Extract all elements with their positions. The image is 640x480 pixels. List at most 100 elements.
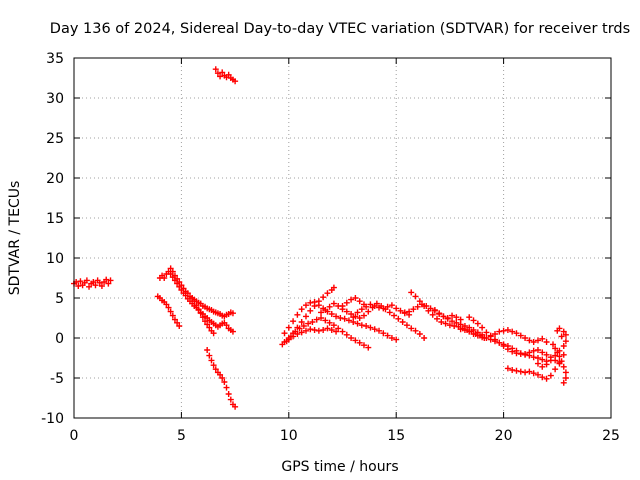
data-point <box>380 330 387 337</box>
data-point <box>167 271 174 277</box>
data-point <box>330 284 337 291</box>
data-point <box>560 343 567 349</box>
data-point <box>176 323 183 329</box>
data-point <box>509 367 516 373</box>
data-point <box>294 324 301 331</box>
data-point <box>522 351 529 358</box>
data-point <box>438 319 445 325</box>
data-point <box>318 309 325 316</box>
data-point <box>406 308 413 315</box>
data-point <box>562 331 569 338</box>
data-point <box>380 305 387 312</box>
data-point <box>401 310 408 317</box>
data-point <box>343 308 350 315</box>
data-point <box>202 318 209 325</box>
data-point <box>440 313 447 320</box>
data-point <box>474 320 481 327</box>
y-tick-label: 15 <box>46 211 64 227</box>
series-arc-20 <box>487 327 550 345</box>
data-point <box>504 346 511 353</box>
data-point <box>322 317 329 324</box>
data-point <box>496 328 503 335</box>
x-tick-label: 20 <box>495 428 513 444</box>
data-point <box>298 329 305 336</box>
data-point <box>307 326 314 333</box>
data-point <box>307 299 314 306</box>
data-point <box>356 339 363 346</box>
y-tick-label: 0 <box>55 331 64 347</box>
y-tick-labels: -10 -5 0 5 10 15 20 25 30 35 <box>41 51 64 427</box>
y-tick-label: 25 <box>46 131 64 147</box>
data-point <box>189 295 196 301</box>
series-arc-7 <box>212 66 239 85</box>
series-arc-1 <box>71 276 114 290</box>
x-tick-label: 0 <box>70 428 79 444</box>
data-point <box>444 315 451 322</box>
data-point <box>492 331 499 337</box>
data-point <box>543 361 550 368</box>
data-point <box>526 352 533 359</box>
data-point <box>522 369 529 376</box>
data-point <box>534 371 541 378</box>
data-point <box>191 298 198 305</box>
data-point <box>285 336 292 343</box>
data-point <box>539 335 546 342</box>
data-point <box>466 314 473 321</box>
data-point <box>335 325 342 332</box>
data-point <box>333 328 340 335</box>
data-point <box>487 332 494 339</box>
data-point <box>330 322 337 329</box>
data-point <box>562 369 569 376</box>
data-point <box>504 327 511 333</box>
data-point <box>307 307 314 314</box>
x-tick-label: 15 <box>387 428 405 444</box>
data-point <box>416 298 423 305</box>
series-arc-5 <box>189 295 217 337</box>
data-point <box>298 319 305 325</box>
data-point <box>492 336 499 343</box>
x-tick-label: 5 <box>177 428 186 444</box>
data-point <box>453 319 460 326</box>
data-point <box>530 347 537 354</box>
data-point <box>352 337 359 344</box>
data-point <box>313 316 320 323</box>
data-point <box>229 328 236 335</box>
data-point <box>552 352 559 359</box>
data-point <box>376 304 383 311</box>
data-point <box>290 333 297 340</box>
data-point <box>174 319 181 326</box>
data-point <box>302 313 309 320</box>
data-point <box>225 71 232 78</box>
data-point <box>547 372 554 379</box>
data-point <box>556 353 563 360</box>
data-point <box>105 280 112 287</box>
data-point <box>281 339 288 345</box>
data-point <box>197 310 204 317</box>
data-point <box>75 283 82 289</box>
x-tick-label: 25 <box>602 428 620 444</box>
y-tick-label: -10 <box>41 411 64 427</box>
data-point <box>410 306 417 313</box>
data-point <box>513 330 520 337</box>
data-point <box>560 379 567 386</box>
data-point <box>449 312 456 319</box>
series-arc-11 <box>285 325 340 343</box>
data-point <box>543 351 550 358</box>
data-point <box>195 306 202 313</box>
chart-title: Day 136 of 2024, Sidereal Day-to-day VTE… <box>50 21 630 37</box>
data-point <box>223 384 230 391</box>
data-point <box>311 299 318 305</box>
data-point <box>558 333 565 340</box>
data-point <box>421 303 428 309</box>
y-axis-label: SDTVAR / TECUs <box>7 181 23 296</box>
data-point <box>403 322 410 329</box>
data-point <box>388 302 395 309</box>
data-point <box>178 287 185 293</box>
data-point <box>412 293 419 300</box>
data-point <box>354 320 361 327</box>
data-point <box>543 375 550 382</box>
data-point <box>348 335 355 341</box>
data-point <box>165 304 172 311</box>
data-point <box>526 368 533 375</box>
